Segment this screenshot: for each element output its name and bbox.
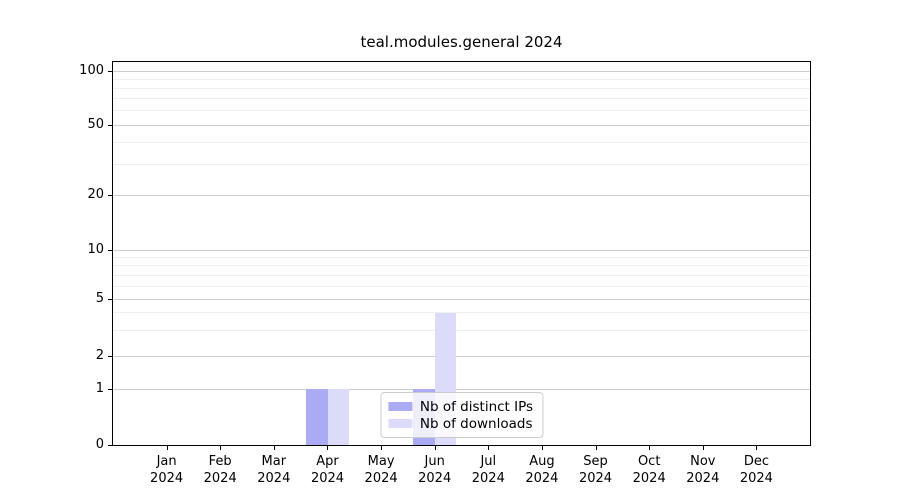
y-tick-mark: [108, 195, 112, 196]
major-gridline: [113, 124, 810, 126]
x-tick-month: Apr: [316, 454, 339, 469]
x-tick-label: Apr 2024: [300, 453, 356, 487]
x-tick-year: 2024: [578, 471, 613, 486]
y-tick-mark: [108, 356, 112, 357]
x-tick-year: 2024: [203, 471, 237, 486]
plot-area: Nb of distinct IPs Nb of downloads: [112, 61, 811, 446]
x-tick-mark: [167, 446, 168, 450]
y-tick-mark: [108, 445, 112, 446]
minor-gridline: [113, 141, 810, 143]
legend-item-downloads: Nb of downloads: [387, 415, 533, 432]
major-gridline: [113, 194, 810, 196]
minor-gridline: [113, 256, 810, 258]
x-tick-label: Jul 2024: [460, 453, 516, 487]
x-tick-month: Jul: [480, 454, 497, 469]
y-tick-mark: [108, 125, 112, 126]
legend-swatch-distinct-ips: [387, 402, 412, 411]
legend-swatch-downloads: [387, 419, 412, 428]
x-tick-mark: [649, 446, 650, 450]
y-tick-mark: [108, 71, 112, 72]
y-tick-label: 20: [87, 187, 104, 202]
x-tick-month: Jan: [156, 454, 177, 469]
y-tick-mark: [108, 389, 112, 390]
x-tick-year: 2024: [739, 471, 773, 486]
y-tick-label: 10: [87, 242, 104, 257]
y-tick-label: 50: [87, 117, 104, 132]
x-tick-mark: [756, 446, 757, 450]
minor-gridline: [113, 87, 810, 89]
major-gridline: [113, 388, 810, 390]
x-tick-label: Nov 2024: [675, 453, 731, 487]
x-tick-mark: [488, 446, 489, 450]
x-tick-label: May 2024: [353, 453, 409, 487]
major-gridline: [113, 70, 810, 72]
x-tick-year: 2024: [257, 471, 291, 486]
x-tick-label: Dec 2024: [728, 453, 784, 487]
legend-label-distinct-ips: Nb of distinct IPs: [419, 398, 534, 415]
y-tick-label: 1: [95, 381, 104, 396]
x-tick-year: 2024: [471, 471, 505, 486]
x-tick-label: Sep 2024: [568, 453, 624, 487]
x-tick-label: Feb 2024: [192, 453, 248, 487]
x-tick-month: Oct: [637, 454, 661, 469]
x-tick-month: Jun: [424, 454, 445, 469]
x-tick-year: 2024: [310, 471, 345, 486]
minor-gridline: [113, 78, 810, 80]
x-tick-year: 2024: [686, 471, 720, 486]
x-tick-month: Sep: [583, 454, 608, 469]
x-tick-label: Aug 2024: [514, 453, 570, 487]
legend: Nb of distinct IPs Nb of downloads: [379, 392, 544, 438]
minor-gridline: [113, 312, 810, 314]
y-tick-mark: [108, 250, 112, 251]
x-tick-month: May: [367, 454, 395, 469]
x-tick-year: 2024: [364, 471, 398, 486]
minor-gridline: [113, 265, 810, 267]
x-tick-mark: [220, 446, 221, 450]
x-tick-mark: [327, 446, 328, 450]
minor-gridline: [113, 163, 810, 165]
bar-downloads: [327, 389, 349, 445]
x-tick-year: 2024: [150, 471, 184, 486]
y-tick-label: 100: [79, 63, 104, 78]
bar-distinct-ips: [306, 389, 328, 445]
x-tick-year: 2024: [525, 471, 559, 486]
y-tick-mark: [108, 299, 112, 300]
chart-title: teal.modules.general 2024: [360, 33, 563, 51]
minor-gridline: [113, 274, 810, 276]
major-gridline: [113, 355, 810, 357]
x-tick-year: 2024: [632, 471, 666, 486]
x-tick-month: Dec: [743, 454, 769, 469]
x-tick-month: Feb: [208, 454, 232, 469]
x-tick-month: Mar: [261, 454, 287, 469]
minor-gridline: [113, 110, 810, 112]
x-tick-label: Jun 2024: [407, 453, 463, 487]
x-tick-mark: [381, 446, 382, 450]
x-tick-mark: [435, 446, 436, 450]
x-tick-mark: [703, 446, 704, 450]
x-tick-label: Oct 2024: [621, 453, 677, 487]
x-tick-year: 2024: [418, 471, 452, 486]
x-tick-month: Nov: [690, 454, 716, 469]
x-tick-label: Mar 2024: [246, 453, 302, 487]
x-tick-month: Aug: [529, 454, 555, 469]
x-tick-mark: [542, 446, 543, 450]
x-tick-mark: [274, 446, 275, 450]
major-gridline: [113, 249, 810, 251]
major-gridline: [113, 298, 810, 300]
minor-gridline: [113, 98, 810, 100]
minor-gridline: [113, 330, 810, 332]
minor-gridline: [113, 285, 810, 287]
y-tick-label: 0: [95, 437, 104, 452]
x-tick-label: Jan 2024: [139, 453, 195, 487]
legend-label-downloads: Nb of downloads: [419, 415, 533, 432]
legend-item-distinct-ips: Nb of distinct IPs: [387, 398, 534, 415]
y-tick-label: 5: [95, 291, 104, 306]
x-tick-mark: [596, 446, 597, 450]
y-tick-label: 2: [95, 348, 104, 363]
